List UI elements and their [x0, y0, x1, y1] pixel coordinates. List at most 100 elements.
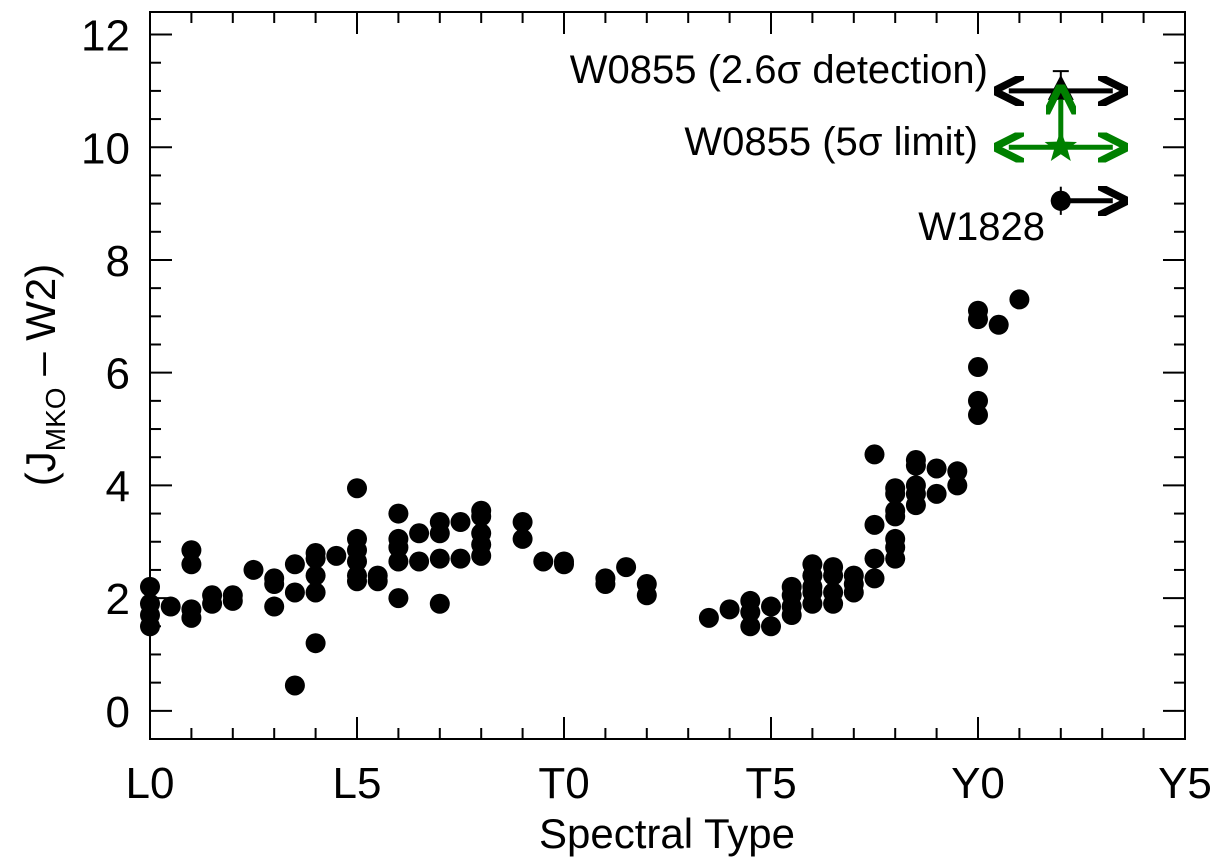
w0855-detection-label: W0855 (2.6σ detection) [570, 48, 988, 92]
data-point [1009, 289, 1030, 310]
data-point [885, 506, 906, 527]
data-point [512, 528, 533, 549]
data-point [367, 571, 388, 592]
data-point [698, 607, 719, 628]
data-point [305, 548, 326, 569]
data-point [988, 314, 1009, 335]
y-axis-title: (JMKO – W2) [17, 264, 71, 486]
plot-frame [149, 11, 1186, 740]
data-point [388, 503, 409, 524]
data-point [864, 514, 885, 535]
data-point [388, 551, 409, 572]
data-point [388, 588, 409, 609]
data-point [905, 455, 926, 476]
data-point [885, 483, 906, 504]
data-point [823, 593, 844, 614]
data-point [160, 596, 181, 617]
w1828-label: W1828 [918, 205, 1045, 249]
data-point [347, 571, 367, 592]
data-point [968, 357, 988, 378]
data-point [305, 582, 326, 603]
svg-text:(JMKO – W2): (JMKO – W2) [17, 264, 71, 486]
y-axis-title-main: (J [17, 451, 64, 486]
data-point [305, 565, 326, 586]
axis-ticks [149, 12, 1186, 739]
data-point [823, 565, 844, 586]
y-tick-label: 0 [106, 688, 130, 737]
data-point [222, 590, 243, 611]
y-axis-title-sub: MKO [40, 387, 71, 451]
data-point [802, 593, 823, 614]
x-axis-title: Spectral Type [539, 810, 795, 857]
data-point [616, 557, 637, 578]
data-point [926, 483, 947, 504]
data-point [450, 548, 471, 569]
data-point [181, 540, 202, 561]
y-tick-label: 10 [81, 124, 130, 173]
data-point [284, 675, 305, 696]
x-tick-label: L5 [333, 759, 382, 808]
data-point [905, 495, 926, 516]
data-point [409, 551, 430, 572]
data-point [264, 596, 285, 617]
annotations: W0855 (2.6σ detection) W0855 (5σ limit) W1… [570, 48, 1113, 249]
y-tick-label: 4 [106, 462, 130, 511]
tick-labels: L0 L5 T0 T5 Y0 Y5 0 2 4 6 8 10 12 [81, 12, 1212, 808]
data-point [781, 605, 802, 626]
data-point [864, 568, 885, 589]
x-tick-label: Y5 [1158, 759, 1212, 808]
x-tick-label: L0 [126, 759, 175, 808]
data-point [471, 545, 492, 566]
data-point [284, 554, 305, 575]
data-point [450, 512, 471, 533]
data-point [947, 461, 968, 482]
x-tick-label: T0 [538, 759, 589, 808]
data-point [761, 616, 781, 637]
w0855-limit-marker [1044, 130, 1077, 161]
data-point [388, 537, 409, 558]
data-point [243, 559, 264, 580]
data-point [512, 512, 533, 533]
data-point [429, 548, 450, 569]
data-point [347, 551, 367, 572]
data-point [740, 602, 761, 623]
data-point [202, 593, 223, 614]
data-point [926, 458, 947, 479]
data-point [968, 309, 988, 330]
y-axis-title-rest: – W2) [17, 264, 64, 388]
data-point [429, 593, 450, 614]
y-tick-label: 2 [106, 575, 130, 624]
data-point [181, 554, 202, 575]
data-point [264, 574, 285, 595]
y-tick-label: 6 [106, 350, 130, 399]
data-point [326, 545, 347, 566]
data-point [533, 551, 554, 572]
data-point [761, 596, 781, 617]
data-point [947, 475, 968, 496]
data-point [284, 582, 305, 603]
data-point [429, 523, 450, 544]
data-point [843, 582, 864, 603]
data-point [554, 554, 574, 575]
y-tick-label: 12 [81, 12, 130, 61]
data-point [471, 506, 492, 527]
data-point [347, 478, 367, 499]
x-tick-label: T5 [745, 759, 796, 808]
data-point [968, 404, 988, 425]
data-point [409, 523, 430, 544]
data-point [885, 548, 906, 569]
data-point [140, 616, 160, 637]
data-point [864, 444, 885, 465]
data-point [719, 599, 740, 620]
data-point [140, 576, 160, 597]
y-tick-label: 8 [106, 237, 130, 286]
data-points [140, 190, 1071, 696]
data-point [305, 633, 326, 654]
w1828-marker [1050, 190, 1071, 211]
data-point [968, 390, 988, 411]
data-point [181, 607, 202, 628]
data-point [636, 585, 657, 606]
data-point [740, 616, 761, 637]
data-point [864, 548, 885, 569]
